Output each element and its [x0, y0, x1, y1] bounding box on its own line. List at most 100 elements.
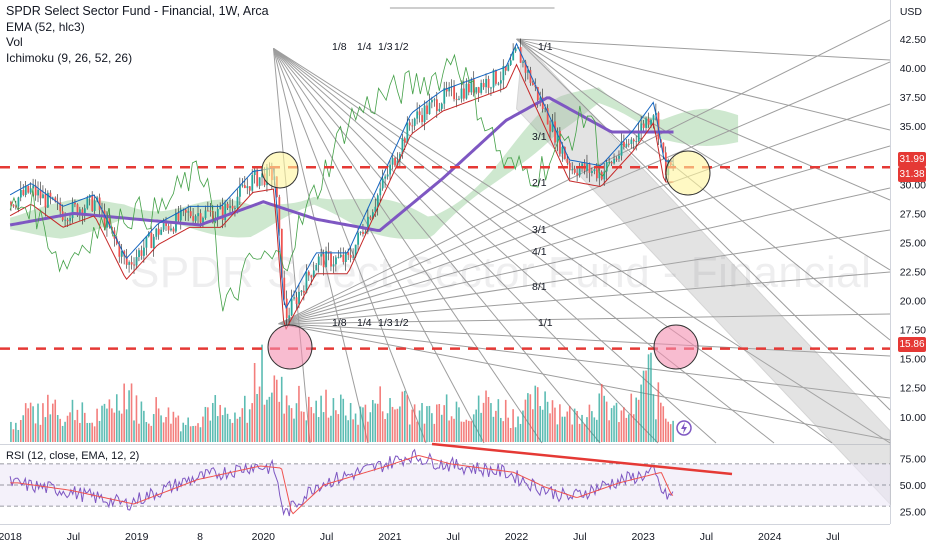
volume-bar — [573, 408, 576, 442]
time-tick-label: 2019 — [125, 531, 149, 543]
vol-legend[interactable]: Vol — [6, 35, 23, 49]
volume-bar — [152, 414, 155, 442]
volume-bar — [15, 422, 17, 442]
volume-bar — [12, 429, 15, 442]
candle-body — [369, 216, 372, 220]
volume-bar — [251, 403, 253, 442]
volume-bar — [539, 406, 541, 442]
candle-body — [330, 253, 332, 267]
volume-bar — [650, 352, 652, 442]
gann-fan-label: 1/1 — [538, 317, 553, 329]
volume-bar — [123, 383, 125, 442]
ichimoku-legend[interactable]: Ichimoku (9, 26, 52, 26) — [6, 50, 133, 65]
candle-body — [460, 88, 463, 99]
ema-legend[interactable]: EMA (52, hlc3) — [6, 19, 85, 34]
candle-body — [155, 228, 158, 237]
volume-bar — [157, 408, 160, 442]
volume-bar — [657, 382, 660, 442]
candle-body — [364, 231, 367, 235]
volume-bar — [199, 427, 202, 442]
volume-bar — [113, 412, 116, 442]
candle-body — [293, 297, 296, 299]
volume-bar — [118, 410, 121, 442]
candle-body — [135, 257, 138, 266]
volume-bar — [280, 376, 283, 442]
volume-bar — [307, 396, 310, 442]
candle-body — [221, 206, 224, 220]
candle-body — [463, 88, 465, 99]
currency-label: USD — [899, 6, 922, 18]
volume-bar — [197, 423, 199, 442]
volume-bar — [86, 422, 89, 442]
candle-body — [253, 169, 256, 176]
candle-body — [229, 205, 232, 208]
volume-bar — [349, 402, 352, 442]
volume-bar — [534, 385, 537, 442]
volume-bar — [667, 421, 669, 442]
volume-bar — [194, 425, 197, 442]
gann-fan-label: 1/8 — [332, 317, 347, 329]
price-tick-label: 12.50 — [900, 383, 926, 395]
volume-bar — [440, 414, 443, 442]
candle-body — [362, 231, 364, 235]
candle-body — [504, 66, 507, 71]
volume-bar — [399, 406, 401, 442]
volume-bar — [443, 405, 445, 442]
candle-body — [283, 277, 286, 299]
gann-fan-line — [273, 47, 891, 444]
candle-body — [17, 197, 20, 207]
rsi-axis: 25.00 50.00 75.00 — [900, 454, 926, 519]
volume-bar — [224, 407, 226, 442]
rsi-legend[interactable]: RSI (12, close, EMA, 12, 2) — [6, 450, 140, 462]
volume-bar — [111, 408, 113, 442]
candle-body — [632, 139, 635, 142]
candle-body — [642, 123, 645, 128]
gann-fan-line — [278, 323, 891, 357]
volume-bar — [317, 417, 320, 442]
candle-body — [298, 291, 300, 304]
candle-body — [354, 244, 357, 257]
volume-bar — [189, 426, 192, 442]
gann-fan-label: 8/1 — [532, 281, 547, 293]
candle-body — [133, 264, 136, 266]
symbol-title[interactable]: SPDR Select Sector Fund - Financial, 1W,… — [6, 4, 269, 18]
candle-body — [536, 87, 539, 101]
volume-bar — [285, 395, 288, 442]
volume-bar — [472, 414, 475, 442]
candle-body — [500, 80, 502, 84]
candle-body — [588, 164, 591, 173]
volume-bar — [335, 410, 337, 442]
candle-body — [204, 210, 207, 219]
volume-bar — [140, 401, 143, 442]
gann-fan-label: 1/2 — [394, 41, 409, 53]
volume-bar — [418, 410, 421, 442]
volume-bar — [27, 408, 29, 442]
gann-fan-label: 2/1 — [532, 177, 547, 189]
candle-body — [618, 155, 620, 159]
volume-bar — [458, 407, 460, 442]
candle-body — [610, 161, 613, 164]
candle-body — [246, 186, 249, 189]
candle-body — [423, 105, 426, 122]
gann-fan-line — [516, 38, 891, 271]
lightning-icon[interactable] — [676, 420, 692, 436]
gann-fan-label: 1/3 — [378, 41, 393, 53]
volume-bar — [17, 429, 20, 442]
volume-bar — [568, 406, 571, 442]
volume-bar — [283, 413, 285, 442]
volume-bar — [320, 395, 322, 442]
candle-body — [22, 190, 25, 195]
candle-body — [524, 61, 527, 73]
volume-bar — [49, 414, 52, 442]
volume-bar — [561, 416, 564, 442]
price-axis: 10.00 12.50 15.00 17.50 20.00 22.50 25.00 27.50… — [900, 34, 926, 424]
candle-body — [564, 146, 566, 159]
volume-bar — [330, 415, 332, 442]
candle-body — [118, 243, 121, 257]
volume-bar — [576, 410, 578, 442]
volume-bar — [98, 420, 101, 442]
volume-bar — [465, 419, 468, 442]
volume-bar — [101, 405, 103, 442]
volume-bar — [204, 406, 207, 442]
volume-bar — [51, 403, 54, 442]
